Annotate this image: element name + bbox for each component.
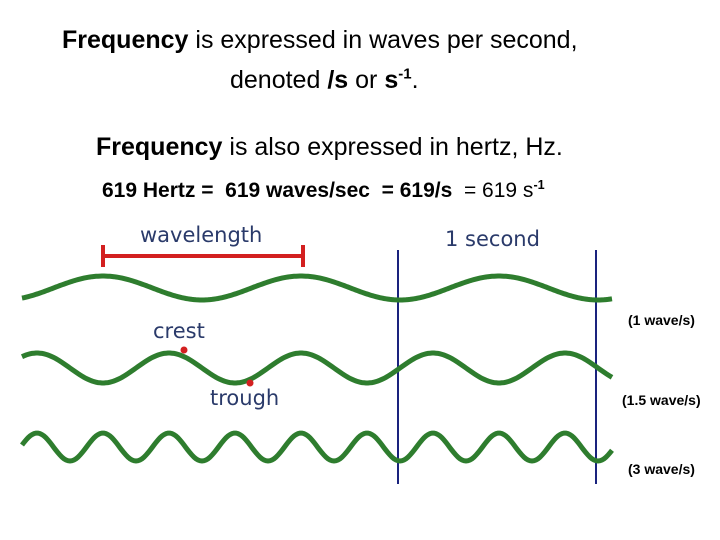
hertz-frequency-bold: Frequency xyxy=(96,133,223,161)
unit-exponent: -1 xyxy=(398,65,412,83)
wave-3-per-second xyxy=(20,430,614,464)
equation-part-4: = 619 s xyxy=(463,179,534,202)
equation-exponent: -1 xyxy=(533,178,545,192)
equation-part-3: = 619/s xyxy=(381,179,453,202)
heading-line-2-pre: denoted xyxy=(230,66,328,94)
heading-line-1: Frequency is expressed in waves per seco… xyxy=(62,26,578,55)
equation-line: 619 Hertz = 619 waves/sec = 619/s = 619 … xyxy=(102,179,545,203)
wavelength-bracket xyxy=(101,245,305,267)
rate-label-wave-2: (1.5 wave/s) xyxy=(622,392,701,408)
equation-part-1: 619 Hertz = xyxy=(102,179,214,202)
crest-label: crest xyxy=(153,319,205,343)
heading-line-2: denoted /s or s-1. xyxy=(230,66,419,95)
unit-per-second: /s xyxy=(327,66,349,94)
rate-label-wave-3: (3 wave/s) xyxy=(628,461,695,477)
trough-marker xyxy=(246,379,254,387)
wave-1-5-per-second xyxy=(20,350,614,386)
rate-label-wave-1: (1 wave/s) xyxy=(628,312,695,328)
heading-line-1-text: is expressed in waves per second, xyxy=(188,26,578,54)
one-second-label: 1 second xyxy=(445,227,540,251)
heading-line-2-end: . xyxy=(411,66,419,94)
crest-marker xyxy=(180,346,188,354)
trough-label: trough xyxy=(210,386,279,410)
heading-line-2-mid: or xyxy=(348,66,385,94)
equation-part-2: 619 waves/sec xyxy=(225,179,370,202)
wave-1-per-second xyxy=(21,273,613,303)
hertz-line: Frequency is also expressed in hertz, Hz… xyxy=(96,133,563,162)
wavelength-label: wavelength xyxy=(140,223,262,247)
hertz-line-text: is also expressed in hertz, Hz. xyxy=(222,133,563,161)
heading-frequency-bold: Frequency xyxy=(62,26,189,54)
unit-s: s xyxy=(384,66,399,94)
